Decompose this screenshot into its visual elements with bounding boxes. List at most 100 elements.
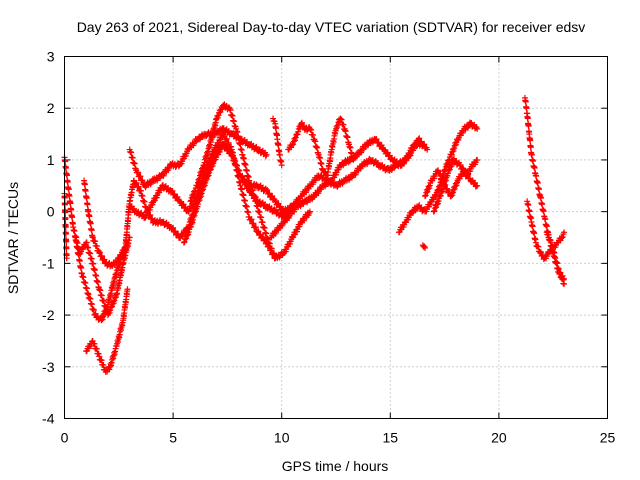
y-tick-label: -3 (42, 359, 55, 375)
data-point (225, 139, 232, 146)
data-point (418, 138, 425, 145)
data-point (561, 281, 568, 288)
data-point (378, 142, 385, 149)
data-point (561, 275, 568, 282)
data-point (272, 125, 279, 132)
data-point (174, 193, 181, 200)
data-point (333, 125, 339, 132)
data-point (560, 276, 567, 283)
series-track-12 (270, 115, 285, 169)
data-point (288, 142, 295, 149)
data-point (68, 206, 75, 213)
data-point (292, 134, 299, 141)
data-point (427, 201, 434, 208)
data-point (295, 128, 302, 135)
data-point (525, 123, 532, 130)
data-point (169, 187, 176, 194)
data-point (182, 204, 189, 211)
data-point (375, 139, 382, 146)
data-point (62, 216, 69, 223)
data-point (86, 213, 93, 220)
data-point (135, 169, 142, 176)
data-point (308, 126, 315, 133)
data-point (460, 165, 467, 172)
data-point (82, 188, 89, 195)
data-point (244, 178, 251, 185)
data-point (416, 135, 423, 142)
data-point (340, 121, 347, 128)
data-point (547, 236, 554, 243)
data-point (171, 191, 178, 198)
data-point (535, 243, 542, 250)
y-tick-label: 0 (47, 204, 55, 220)
data-point (337, 115, 344, 122)
data-point (527, 144, 534, 151)
data-point (133, 179, 140, 186)
data-point (62, 231, 69, 238)
data-point (537, 249, 544, 256)
data-point (272, 255, 279, 262)
data-point (524, 115, 531, 122)
x-tick-label: 10 (274, 430, 290, 446)
data-point (384, 149, 391, 156)
data-point (124, 286, 131, 293)
data-point (290, 141, 297, 148)
data-point (76, 258, 83, 265)
data-point (135, 183, 142, 190)
data-point (421, 141, 428, 148)
data-points (61, 94, 568, 375)
data-point (295, 126, 302, 133)
data-point (457, 161, 464, 168)
data-point (424, 146, 431, 153)
data-point (150, 198, 157, 205)
data-point (221, 141, 228, 148)
data-point (422, 244, 429, 251)
data-point (106, 366, 113, 373)
data-point (78, 265, 85, 272)
data-point (386, 152, 393, 159)
data-point (298, 119, 305, 126)
data-point (275, 142, 282, 149)
series-track-5 (81, 177, 129, 270)
data-point (62, 165, 69, 172)
series-track-7 (126, 125, 270, 191)
data-point (172, 228, 179, 235)
data-point (62, 209, 69, 216)
data-point (139, 177, 146, 184)
data-point (294, 131, 301, 138)
x-tick-label: 5 (169, 430, 177, 446)
data-point (98, 252, 105, 259)
data-point (81, 181, 88, 188)
data-point (474, 125, 481, 132)
series-track-13 (285, 115, 357, 179)
data-point (334, 122, 341, 129)
data-point (278, 162, 285, 169)
data-point (65, 186, 72, 193)
data-point (334, 124, 341, 131)
data-point (350, 156, 357, 163)
data-point (474, 156, 481, 163)
data-point (255, 228, 262, 235)
y-tick-label: 2 (47, 100, 55, 116)
data-point (248, 216, 255, 223)
data-point (260, 233, 267, 240)
series-track-4 (83, 286, 131, 375)
data-point (226, 146, 233, 153)
y-tick-label: -2 (42, 307, 55, 323)
data-point (474, 182, 481, 189)
data-point (67, 200, 74, 207)
y-tick-label: 3 (47, 49, 55, 65)
data-point (310, 132, 317, 139)
series-track-1 (61, 154, 133, 319)
data-point (73, 238, 80, 245)
data-point (75, 251, 82, 258)
axis-ticks: 0 5 10 15 20 25 -4 -3 -2 -1 0 1 2 3 (42, 49, 615, 446)
data-point (276, 151, 283, 158)
data-point (266, 190, 273, 197)
x-tick-label: 20 (491, 430, 507, 446)
data-point (522, 98, 529, 105)
data-point (62, 158, 69, 165)
data-point (180, 201, 187, 208)
data-point (421, 243, 428, 250)
